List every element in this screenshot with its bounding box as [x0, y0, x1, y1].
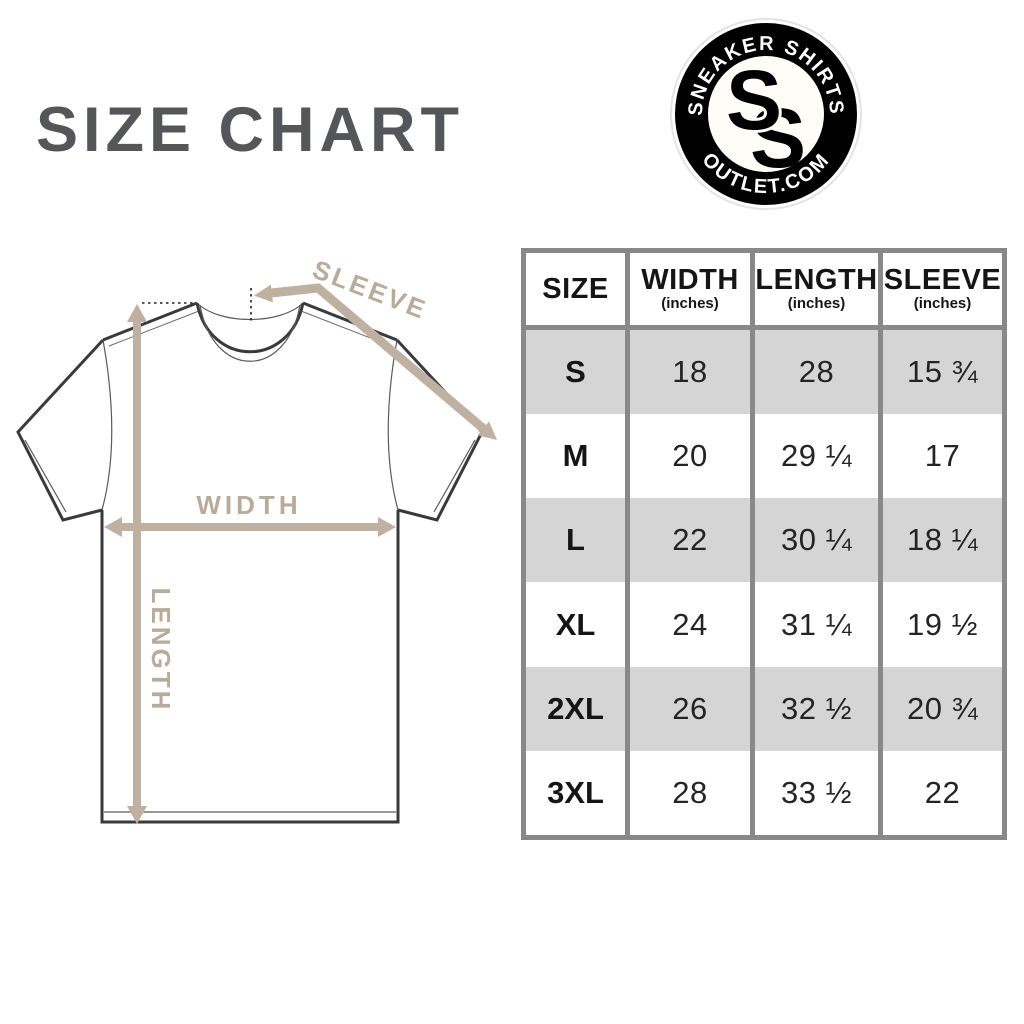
shoulder-seams — [102, 301, 398, 342]
measure-arrows: WIDTH LENGTH SLEEVE — [104, 254, 497, 824]
sleeve-cell: 17 — [878, 414, 1002, 499]
right-cuff-seam — [433, 439, 476, 513]
width-cell: 24 — [625, 582, 750, 667]
sleeve-arrow — [254, 283, 497, 440]
width-arrow — [104, 517, 396, 537]
length-cell: 30 ¼ — [750, 498, 878, 583]
logo-inner-circle — [708, 56, 824, 172]
width-cell: 20 — [625, 414, 750, 499]
size-table: SIZE WIDTH (inches) LENGTH (inches) SLEE… — [521, 248, 1007, 840]
tshirt-outline — [16, 288, 484, 824]
collar-outline — [195, 302, 305, 354]
size-cell: L — [526, 498, 625, 583]
body-outline — [100, 510, 400, 824]
width-cell: 22 — [625, 498, 750, 583]
logo-ss-monogram-icon: S S — [723, 50, 806, 185]
sleeve-label: SLEEVE — [309, 254, 432, 325]
size-cell: 3XL — [526, 750, 625, 835]
size-cell: XL — [526, 582, 625, 667]
back-neck-line — [196, 302, 304, 321]
length-label: LENGTH — [146, 588, 176, 713]
width-cell: 18 — [625, 330, 750, 415]
tshirt-diagram: WIDTH LENGTH SLEEVE — [16, 254, 497, 824]
sleeve-cell: 20 ¾ — [878, 666, 1002, 751]
col-header-size: SIZE — [526, 253, 625, 330]
unit-label: (inches) — [661, 294, 719, 312]
page-title: SIZE CHART — [36, 95, 464, 165]
right-armhole-seam — [387, 339, 399, 511]
col-header-width: WIDTH (inches) — [625, 253, 750, 330]
unit-label: (inches) — [913, 294, 972, 312]
width-cell: 28 — [625, 750, 750, 835]
sleeve-cell: 18 ¼ — [878, 498, 1002, 583]
width-cell: 26 — [625, 666, 750, 751]
brand-logo: SNEAKER SHIRTS OUTLET.COM S S — [670, 18, 862, 210]
length-cell: 32 ½ — [750, 666, 878, 751]
size-cell: M — [526, 414, 625, 499]
left-armhole-seam — [101, 339, 113, 511]
sleeve-cell: 19 ½ — [878, 582, 1002, 667]
size-cell: S — [526, 330, 625, 415]
length-cell: 28 — [750, 330, 878, 415]
left-sleeve — [16, 338, 105, 522]
sleeve-cell: 15 ¾ — [878, 330, 1002, 415]
sleeve-cell: 22 — [878, 750, 1002, 835]
width-label: WIDTH — [196, 490, 301, 520]
length-cell: 29 ¼ — [750, 414, 878, 499]
size-cell: 2XL — [526, 666, 625, 751]
left-cuff-seam — [24, 439, 67, 513]
col-header-length: LENGTH (inches) — [750, 253, 878, 330]
monogram-s1: S — [726, 53, 782, 147]
collar-rib-line — [199, 304, 301, 362]
unit-label: (inches) — [787, 294, 846, 312]
length-cell: 31 ¼ — [750, 582, 878, 667]
length-arrow — [127, 304, 147, 824]
length-cell: 33 ½ — [750, 750, 878, 835]
monogram-s2: S — [750, 91, 806, 185]
col-header-sleeve: SLEEVE (inches) — [878, 253, 1002, 330]
